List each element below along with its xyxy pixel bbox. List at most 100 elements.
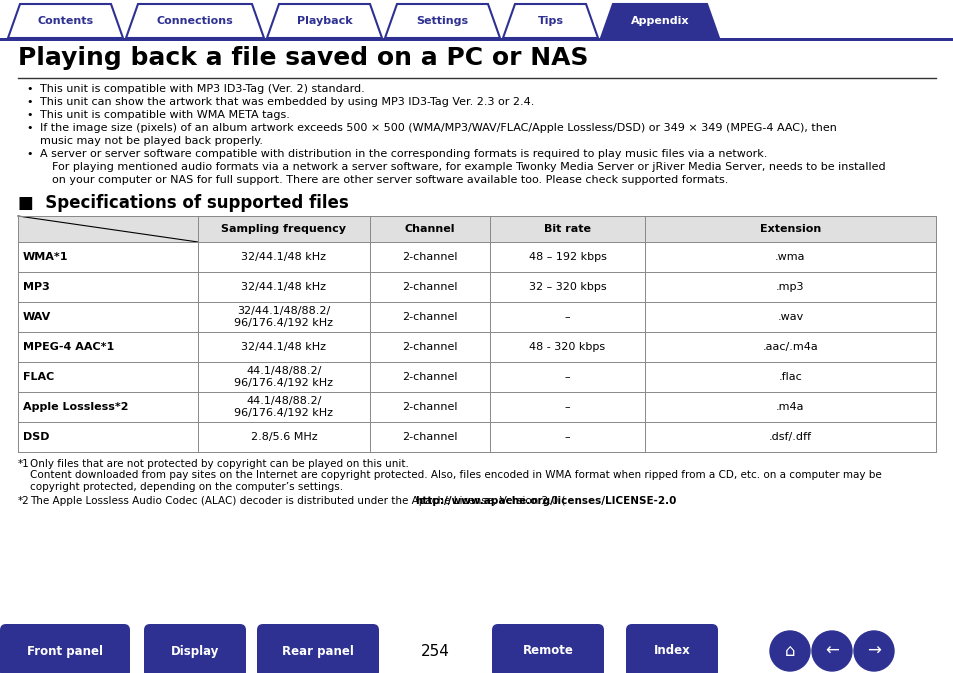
Text: Remote: Remote bbox=[522, 645, 573, 658]
Text: *1: *1 bbox=[18, 459, 30, 469]
Text: .wav: .wav bbox=[777, 312, 802, 322]
Text: Only files that are not protected by copyright can be played on this unit.: Only files that are not protected by cop… bbox=[30, 459, 409, 469]
Text: This unit is compatible with MP3 ID3-Tag (Ver. 2) standard.: This unit is compatible with MP3 ID3-Tag… bbox=[40, 84, 364, 94]
Text: 48 - 320 kbps: 48 - 320 kbps bbox=[529, 342, 605, 352]
Text: Index: Index bbox=[653, 645, 690, 658]
Text: 254: 254 bbox=[420, 643, 449, 658]
Text: 32/44.1/48 kHz: 32/44.1/48 kHz bbox=[241, 252, 326, 262]
Text: 96/176.4/192 kHz: 96/176.4/192 kHz bbox=[234, 318, 334, 328]
Text: ←: ← bbox=[824, 642, 838, 660]
Text: 44.1/48/88.2/: 44.1/48/88.2/ bbox=[246, 366, 321, 376]
Text: Contents: Contents bbox=[37, 16, 93, 26]
Text: 2.8/5.6 MHz: 2.8/5.6 MHz bbox=[251, 432, 317, 442]
Text: Front panel: Front panel bbox=[27, 645, 103, 658]
FancyBboxPatch shape bbox=[492, 624, 603, 673]
Text: Rear panel: Rear panel bbox=[282, 645, 354, 658]
Text: Apple Lossless*2: Apple Lossless*2 bbox=[23, 402, 129, 412]
Text: .flac: .flac bbox=[778, 372, 801, 382]
Text: 2-channel: 2-channel bbox=[402, 252, 457, 262]
Bar bbox=[18, 422, 935, 452]
Bar bbox=[0, 38, 953, 41]
Text: A server or server software compatible with distribution in the corresponding fo: A server or server software compatible w… bbox=[40, 149, 766, 159]
Text: 2-channel: 2-channel bbox=[402, 342, 457, 352]
Text: *2: *2 bbox=[18, 497, 30, 507]
Polygon shape bbox=[267, 4, 381, 38]
Text: ⌂: ⌂ bbox=[784, 642, 795, 660]
Text: Connections: Connections bbox=[156, 16, 233, 26]
Polygon shape bbox=[502, 4, 598, 38]
Text: 44.1/48/88.2/: 44.1/48/88.2/ bbox=[246, 396, 321, 406]
Text: 2-channel: 2-channel bbox=[402, 372, 457, 382]
Text: MP3: MP3 bbox=[23, 282, 50, 292]
Text: This unit is compatible with WMA META tags.: This unit is compatible with WMA META ta… bbox=[40, 110, 290, 120]
Polygon shape bbox=[8, 4, 123, 38]
Text: Display: Display bbox=[171, 645, 219, 658]
Text: •: • bbox=[26, 110, 32, 120]
Text: Settings: Settings bbox=[416, 16, 468, 26]
Text: 2-channel: 2-channel bbox=[402, 402, 457, 412]
Text: Playback: Playback bbox=[296, 16, 352, 26]
Text: 96/176.4/192 kHz: 96/176.4/192 kHz bbox=[234, 408, 334, 418]
Text: .wma: .wma bbox=[775, 252, 805, 262]
Text: This unit can show the artwork that was embedded by using MP3 ID3-Tag Ver. 2.3 o: This unit can show the artwork that was … bbox=[40, 97, 534, 107]
Text: If the image size (pixels) of an album artwork exceeds 500 × 500 (WMA/MP3/WAV/FL: If the image size (pixels) of an album a… bbox=[40, 123, 836, 133]
Text: http://www.apache.org/licenses/LICENSE-2.0: http://www.apache.org/licenses/LICENSE-2… bbox=[415, 497, 676, 507]
Text: 96/176.4/192 kHz: 96/176.4/192 kHz bbox=[234, 378, 334, 388]
Text: Bit rate: Bit rate bbox=[543, 224, 590, 234]
Text: •: • bbox=[26, 123, 32, 133]
Text: WMA*1: WMA*1 bbox=[23, 252, 69, 262]
Text: For playing mentioned audio formats via a network a server software, for example: For playing mentioned audio formats via … bbox=[52, 162, 884, 172]
Text: →: → bbox=[866, 642, 880, 660]
Bar bbox=[18, 216, 935, 242]
Text: on your computer or NAS for full support. There are other server software availa: on your computer or NAS for full support… bbox=[52, 175, 727, 185]
Text: .m4a: .m4a bbox=[776, 402, 804, 412]
Text: .dsf/.dff: .dsf/.dff bbox=[768, 432, 811, 442]
Text: –: – bbox=[564, 312, 570, 322]
Text: Sampling frequency: Sampling frequency bbox=[221, 224, 346, 234]
Text: –: – bbox=[564, 372, 570, 382]
Text: Appendix: Appendix bbox=[630, 16, 688, 26]
FancyBboxPatch shape bbox=[625, 624, 718, 673]
FancyBboxPatch shape bbox=[0, 624, 130, 673]
Text: music may not be played back properly.: music may not be played back properly. bbox=[40, 136, 263, 146]
Text: Channel: Channel bbox=[404, 224, 455, 234]
Bar bbox=[18, 332, 935, 362]
Text: Content downloaded from pay sites on the Internet are copyright protected. Also,: Content downloaded from pay sites on the… bbox=[30, 470, 881, 481]
Text: •: • bbox=[26, 149, 32, 159]
Circle shape bbox=[853, 631, 893, 671]
Text: .mp3: .mp3 bbox=[776, 282, 804, 292]
Text: –: – bbox=[564, 432, 570, 442]
Text: •: • bbox=[26, 84, 32, 94]
Polygon shape bbox=[600, 4, 719, 38]
FancyBboxPatch shape bbox=[256, 624, 378, 673]
Text: WAV: WAV bbox=[23, 312, 51, 322]
Text: 2-channel: 2-channel bbox=[402, 432, 457, 442]
Bar bbox=[18, 392, 935, 422]
Text: Tips: Tips bbox=[537, 16, 563, 26]
Bar bbox=[18, 362, 935, 392]
Text: 32/44.1/48 kHz: 32/44.1/48 kHz bbox=[241, 282, 326, 292]
Circle shape bbox=[769, 631, 809, 671]
Text: copyright protected, depending on the computer’s settings.: copyright protected, depending on the co… bbox=[30, 482, 343, 492]
Text: 2-channel: 2-channel bbox=[402, 312, 457, 322]
Text: –: – bbox=[564, 402, 570, 412]
Text: The Apple Lossless Audio Codec (ALAC) decoder is distributed under the Apache Li: The Apple Lossless Audio Codec (ALAC) de… bbox=[30, 497, 565, 507]
Polygon shape bbox=[385, 4, 499, 38]
Text: DSD: DSD bbox=[23, 432, 50, 442]
Text: MPEG-4 AAC*1: MPEG-4 AAC*1 bbox=[23, 342, 114, 352]
Text: Extension: Extension bbox=[760, 224, 821, 234]
Polygon shape bbox=[126, 4, 264, 38]
Text: 2-channel: 2-channel bbox=[402, 282, 457, 292]
Text: •: • bbox=[26, 97, 32, 107]
Text: ■  Specifications of supported files: ■ Specifications of supported files bbox=[18, 194, 349, 212]
Text: 32/44.1/48/88.2/: 32/44.1/48/88.2/ bbox=[237, 306, 331, 316]
Text: 32/44.1/48 kHz: 32/44.1/48 kHz bbox=[241, 342, 326, 352]
FancyBboxPatch shape bbox=[144, 624, 246, 673]
Text: Playing back a file saved on a PC or NAS: Playing back a file saved on a PC or NAS bbox=[18, 46, 588, 70]
Circle shape bbox=[811, 631, 851, 671]
Bar bbox=[18, 302, 935, 332]
Text: .aac/.m4a: .aac/.m4a bbox=[761, 342, 818, 352]
Text: FLAC: FLAC bbox=[23, 372, 54, 382]
Bar bbox=[18, 272, 935, 302]
Text: 48 – 192 kbps: 48 – 192 kbps bbox=[528, 252, 606, 262]
